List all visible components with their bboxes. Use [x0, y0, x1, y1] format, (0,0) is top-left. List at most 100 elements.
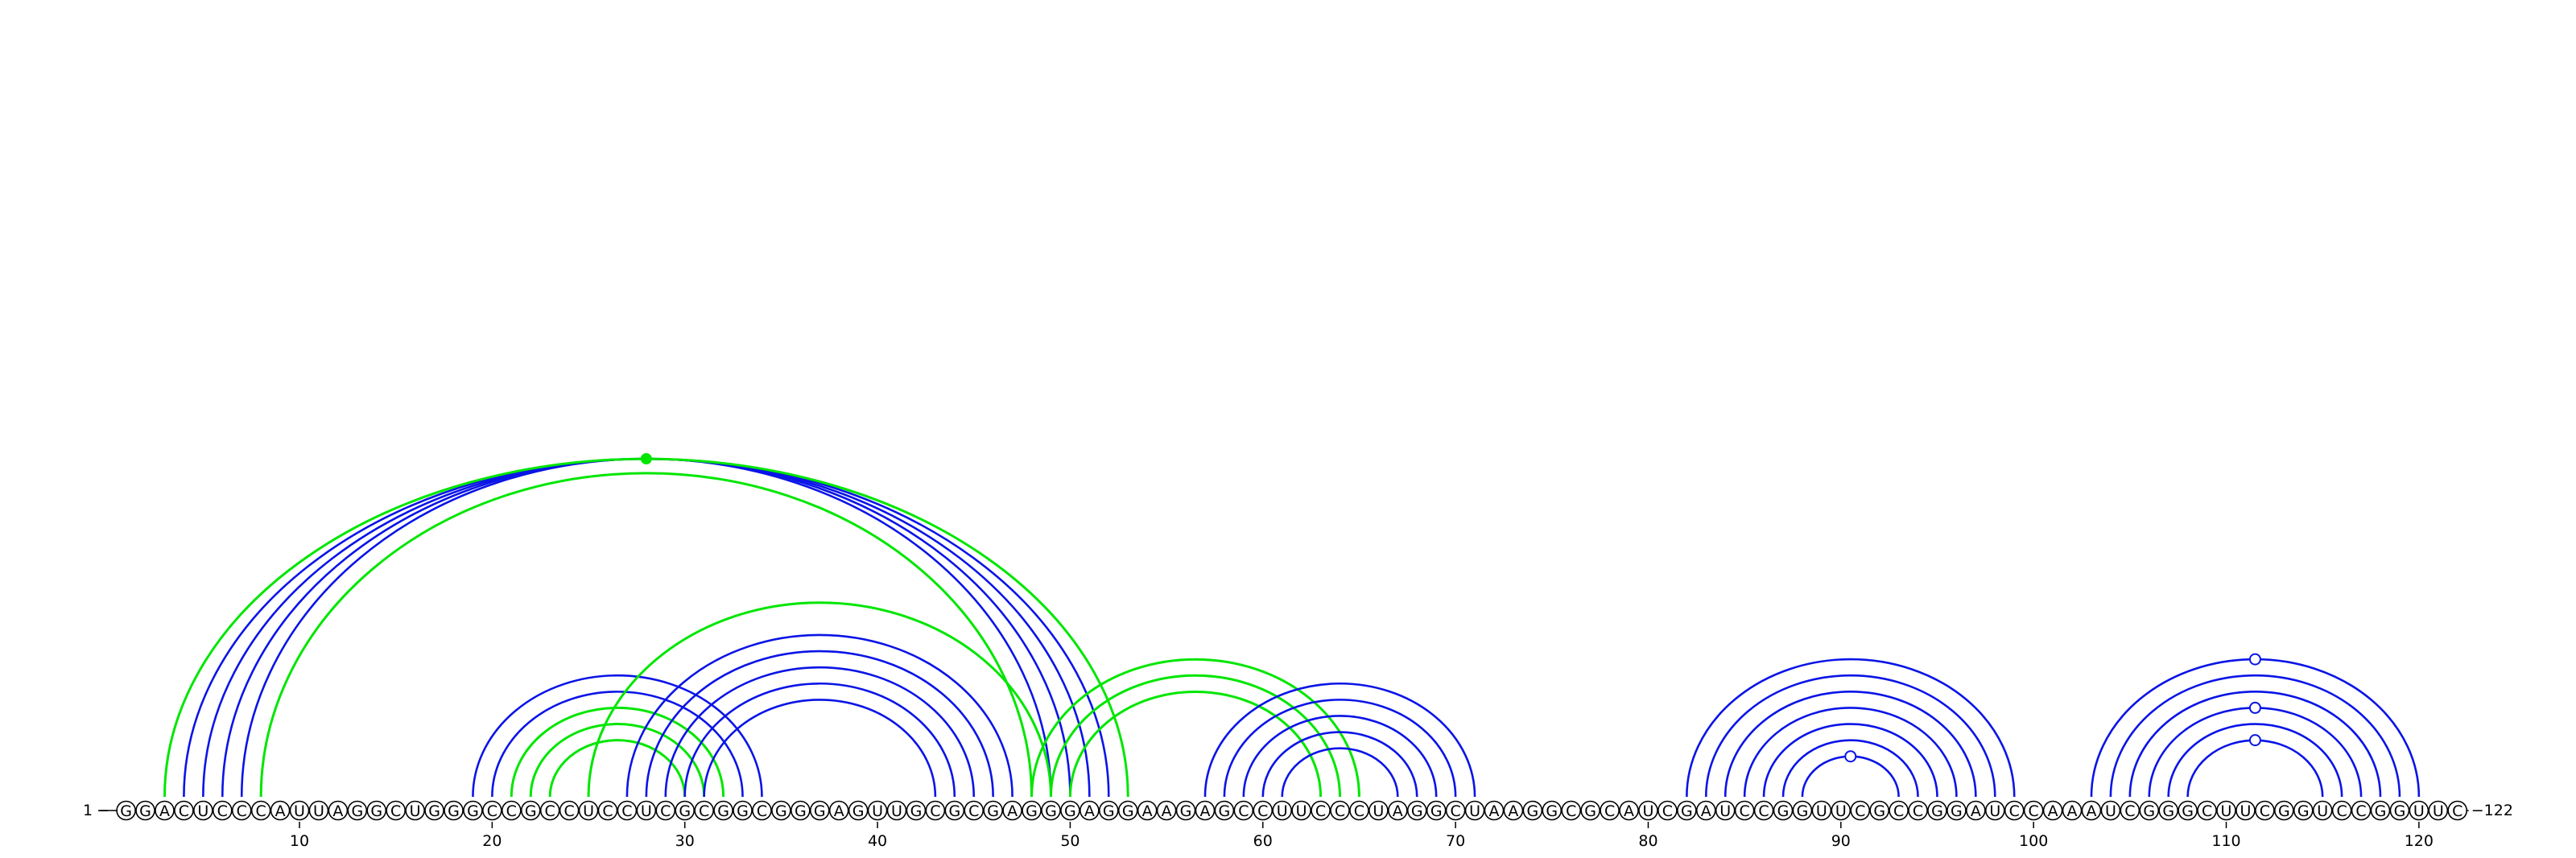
nucleotide-36: G — [791, 800, 811, 821]
nucleotide-106: G — [2139, 800, 2160, 821]
nucleotide-circle — [2023, 800, 2044, 821]
nucleotide-circle — [1695, 800, 1716, 821]
nucleotide-circle — [636, 800, 657, 821]
nucleotide-letter: G — [2394, 802, 2406, 820]
nucleotide-letter: G — [1064, 802, 1076, 820]
nucleotide-letter: G — [1180, 802, 1192, 820]
nucleotide-letter: U — [583, 802, 594, 820]
nucleotide-circle — [1946, 800, 1967, 821]
nucleotide-circle — [366, 800, 387, 821]
nucleotide-letter: C — [1913, 802, 1923, 820]
nucleotide-letter: G — [139, 802, 151, 820]
nucleotide-circle — [1002, 800, 1022, 821]
nucleotide-47: A — [1002, 800, 1022, 821]
nucleotide-92: G — [1869, 800, 1889, 821]
nucleotide-letter: U — [1469, 802, 1480, 820]
tick-label-60: 60 — [1253, 832, 1273, 850]
nucleotide-circle — [1406, 800, 1427, 821]
nucleotide-letter: C — [1739, 802, 1749, 820]
nucleotide-letter: G — [1797, 802, 1809, 820]
nucleotide-13: G — [347, 800, 368, 821]
nucleotide-letter: G — [795, 802, 807, 820]
nucleotide-letter: G — [1122, 802, 1134, 820]
nucleotide-letter: C — [1238, 802, 1249, 820]
nucleotide-letter: G — [1873, 802, 1885, 820]
nucleotide-circle — [463, 800, 483, 821]
nucleotide-96: G — [1946, 800, 1967, 821]
arc-19-34 — [472, 674, 763, 798]
nucleotide-circle — [1542, 800, 1563, 821]
nucleotide-circle — [2042, 800, 2063, 821]
nucleotide-circle — [1291, 800, 1311, 821]
nucleotide-circle — [1214, 800, 1235, 821]
nucleotide-80: U — [1638, 800, 1658, 821]
nucleotide-circle — [1715, 800, 1736, 821]
nucleotide-letter: C — [256, 802, 266, 820]
nucleotide-letter: A — [1199, 802, 1210, 820]
nucleotide-82: G — [1677, 800, 1697, 821]
nucleotide-letter: C — [1662, 802, 1673, 820]
nucleotide-letter: C — [2355, 802, 2366, 820]
nucleotide-letter: U — [294, 802, 305, 820]
tick-label-110: 110 — [2211, 832, 2240, 850]
nucleotide-letter: A — [2048, 802, 2058, 820]
nucleotide-letter: U — [2105, 802, 2116, 820]
tick-label-10: 10 — [290, 832, 309, 850]
arc-85-96 — [1743, 707, 1958, 798]
nucleotide-circle — [1638, 800, 1658, 821]
nucleotide-circle — [1580, 800, 1600, 821]
nucleotide-letter: C — [699, 802, 709, 820]
nucleotide-circle — [174, 800, 194, 821]
nucleotide-circle — [1850, 800, 1871, 821]
nucleotide-circle — [386, 800, 406, 821]
nucleotide-letter: U — [1719, 802, 1731, 820]
nucleotide-101: A — [2042, 800, 2063, 821]
nucleotide-letter: G — [2143, 802, 2155, 820]
arc-23-30 — [548, 739, 687, 798]
nucleotide-letter: G — [1951, 802, 1963, 820]
nucleotide-65: C — [1349, 800, 1369, 821]
nucleotide-letter: C — [757, 802, 767, 820]
nucleotide-letter: G — [428, 802, 440, 820]
nucleotide-circle — [1677, 800, 1697, 821]
nucleotide-letter: U — [1835, 802, 1847, 820]
nucleotide-73: A — [1503, 800, 1524, 821]
arc-106-117 — [2148, 707, 2363, 798]
arc-103-120 — [2090, 658, 2421, 798]
nucleotide-letter: G — [910, 802, 923, 820]
nucleotide-circle — [2351, 800, 2372, 821]
arc-group-helix-20 — [472, 674, 763, 798]
nucleotide-letter: C — [930, 802, 940, 820]
nucleotide-letter: A — [1393, 802, 1403, 820]
nucleotide-letter: G — [1546, 802, 1558, 820]
nucleotide-circle — [1041, 800, 1061, 821]
nucleotide-109: C — [2197, 800, 2217, 821]
nucleotide-letter: A — [2086, 802, 2096, 820]
nucleotide-84: U — [1715, 800, 1736, 821]
nucleotide-11: U — [308, 800, 329, 821]
nucleotide-letter: C — [2029, 802, 2039, 820]
nucleotide-99: C — [2004, 800, 2025, 821]
nucleotide-119: G — [2389, 800, 2410, 821]
nucleotide-circle — [1253, 800, 1274, 821]
nucleotide-circle — [713, 800, 733, 821]
nucleotide-74: G — [1522, 800, 1543, 821]
nucleotide-14: G — [366, 800, 387, 821]
nucleotide-61: U — [1272, 800, 1292, 821]
nucleotide-86: C — [1753, 800, 1774, 821]
nucleotide-circle — [405, 800, 425, 821]
nucleotide-10: U — [289, 800, 310, 821]
start-label: 1 — [83, 802, 93, 819]
nucleotide-56: G — [1175, 800, 1196, 821]
marker-103-120 — [2248, 653, 2261, 666]
nucleotide-circle — [116, 800, 136, 821]
tick-label-50: 50 — [1060, 832, 1080, 850]
nucleotide-105: C — [2120, 800, 2140, 821]
nucleotide-circle — [1966, 800, 1986, 821]
nucleotide-5: U — [193, 800, 213, 821]
nucleotide-21: C — [501, 800, 522, 821]
nucleotide-90: U — [1831, 800, 1852, 821]
nucleotide-26: C — [597, 800, 618, 821]
nucleotide-circle — [1753, 800, 1774, 821]
nucleotide-6: C — [212, 800, 233, 821]
